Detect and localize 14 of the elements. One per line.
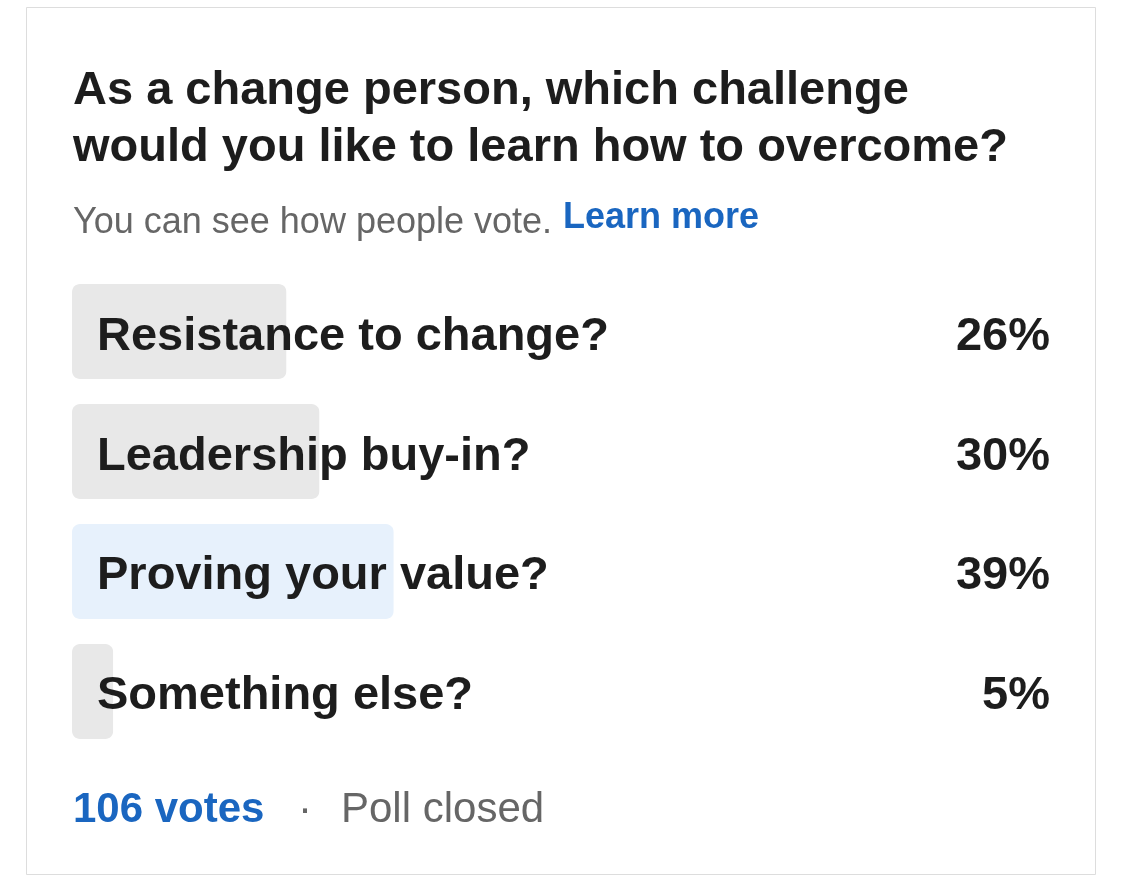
y-tick-label: Something else? xyxy=(97,666,474,720)
chart-subtitle: You can see how people vote. xyxy=(73,199,553,241)
y-tick-label: Leadership buy-in? xyxy=(97,426,531,480)
y-tick-label: Proving your value? xyxy=(97,546,549,600)
y-tick-label: Resistance to change? xyxy=(97,306,609,360)
data-label: 39% xyxy=(955,546,1050,600)
text: As a change person, which challenge would you like to learn how to overcome? xyxy=(72,61,1008,171)
data-label: 30% xyxy=(955,426,1050,480)
text: · xyxy=(298,784,312,831)
data-label: 26% xyxy=(955,306,1050,360)
text: Poll closed xyxy=(341,784,545,831)
text: Learn more xyxy=(563,194,760,236)
text: 106 votes xyxy=(73,784,265,831)
data-label: 5% xyxy=(982,666,1050,720)
